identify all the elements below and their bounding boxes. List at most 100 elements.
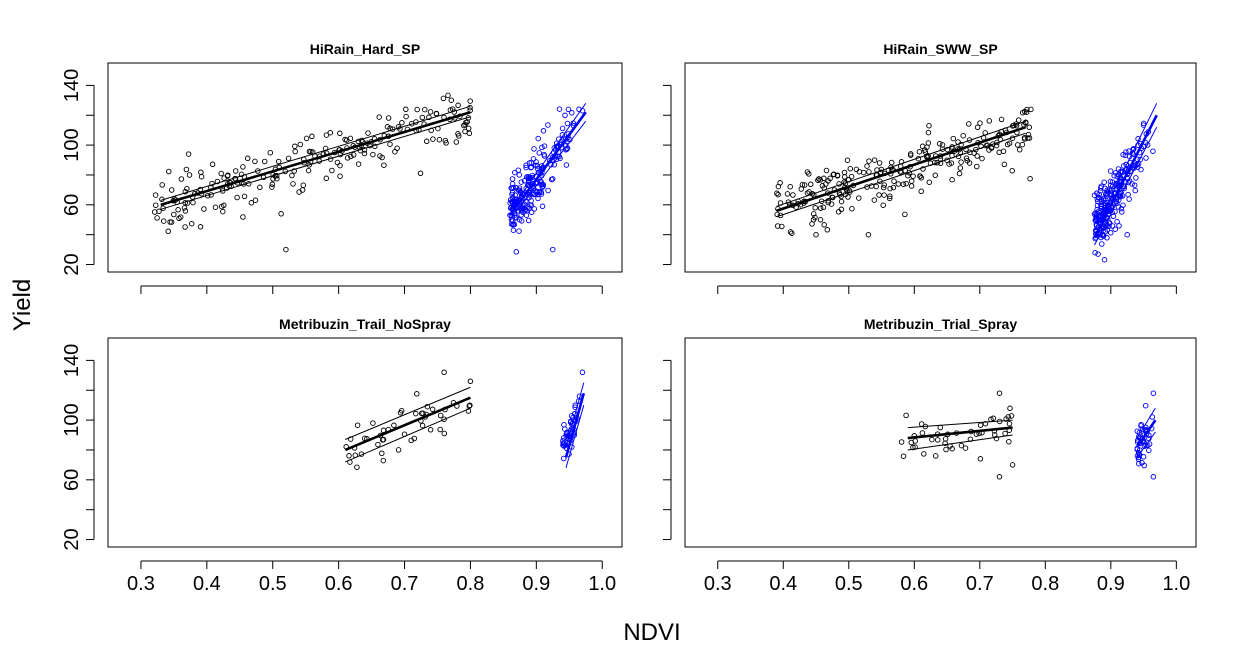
data-point [849,205,855,212]
y-tick-label: 140 [61,69,83,102]
data-point [539,144,545,151]
data-point [825,199,831,206]
data-point [1092,249,1098,256]
data-point [560,455,567,462]
y-tick-label: 20 [61,528,83,550]
data-point [323,132,330,138]
data-point [398,407,405,414]
data-point [188,220,195,227]
data-point [530,191,537,198]
x-tick-label: 0.3 [127,573,155,595]
data-point [1134,428,1141,434]
data-point [1117,175,1123,182]
data-point [289,172,295,179]
data-point [515,167,522,173]
data-point [779,223,785,230]
data-point [943,446,949,453]
data-point [784,191,791,197]
series-2 [507,103,587,255]
y-tick-label: 60 [61,469,83,491]
data-point [185,151,192,157]
data-point [821,222,827,228]
data-point [165,228,171,235]
data-point [198,169,204,176]
data-point [184,185,190,192]
data-point [1003,416,1009,422]
data-point [269,184,275,190]
data-point [946,161,952,167]
data-point [888,159,895,166]
data-point [569,110,575,116]
plot-frame [107,62,623,273]
data-point [1093,216,1099,222]
data-point [510,227,517,233]
data-point [903,412,909,419]
data-point [417,170,424,177]
data-point [508,221,515,227]
panel-title: Metribuzin_Trail_NoSpray [279,316,451,332]
fit-line-upper [160,105,471,201]
data-point [392,148,398,155]
data-point [240,164,246,170]
data-point [297,141,304,148]
data-point [175,207,181,213]
outlier-point [467,378,474,385]
data-point [925,140,932,146]
data-point [448,97,455,103]
x-tick-label: 0.8 [1031,573,1059,595]
data-point [777,212,784,219]
data-point [437,426,443,433]
data-point [787,229,794,235]
data-point [958,159,964,165]
data-point [419,114,426,121]
data-point [545,122,551,128]
data-point [898,439,905,445]
data-point [907,151,914,157]
data-point [847,165,854,172]
x-tick-label: 0.6 [900,573,928,595]
data-point [201,206,207,212]
x-tick-label: 0.9 [1097,573,1125,595]
data-point [521,178,528,184]
data-point [1114,218,1120,225]
data-point [881,192,887,198]
data-point [427,109,434,115]
data-point [1136,460,1142,467]
data-point [810,211,817,217]
data-point [518,179,525,185]
data-point [309,133,315,140]
data-point [1094,206,1100,213]
data-point [541,143,548,149]
data-point [530,181,536,187]
data-point [903,180,909,187]
data-point [427,427,434,433]
x-tick-label: 0.4 [193,573,221,595]
data-point [949,445,955,452]
data-point [1107,168,1114,174]
data-point [1134,161,1140,167]
data-point [348,153,354,160]
data-point [958,442,965,449]
data-point [801,182,808,188]
x-tick-label: 0.7 [391,573,419,595]
data-point [379,437,386,443]
outlier-point [996,474,1003,480]
data-point [523,162,529,169]
data-point [534,163,541,169]
data-point [182,224,188,230]
data-point [1141,462,1147,469]
data-point [815,177,821,183]
data-point [1006,140,1013,146]
data-point [902,211,908,218]
fit-line-lower [776,132,1026,218]
data-point [926,179,933,185]
data-point [895,181,902,187]
data-point [918,188,924,195]
data-point [956,170,963,177]
data-point [817,177,824,183]
data-point [513,185,520,191]
fit-line-center [160,111,471,207]
data-point [337,173,343,179]
